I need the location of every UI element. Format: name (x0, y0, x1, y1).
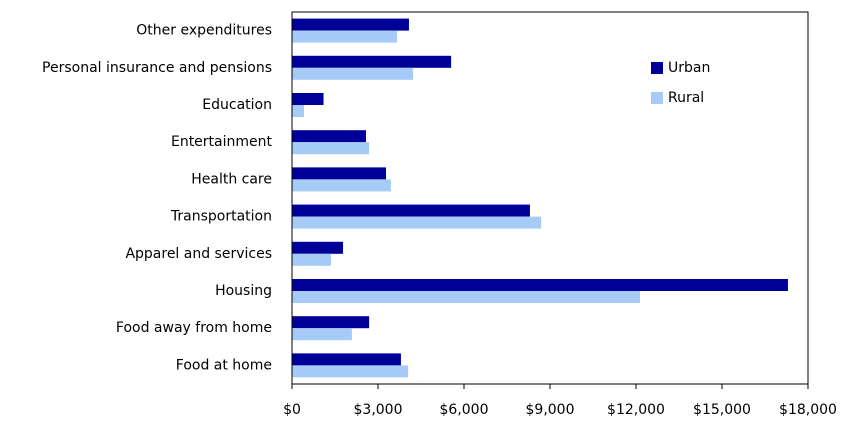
x-tick-label: $12,000 (607, 402, 665, 418)
x-tick-label: $9,000 (526, 402, 575, 418)
x-tick-label: $3,000 (354, 402, 403, 418)
y-tick-label: Other expenditures (136, 23, 272, 39)
bar (292, 204, 530, 217)
bar (292, 30, 397, 43)
bar (292, 142, 370, 155)
y-tick-label: Education (202, 97, 272, 113)
bar (292, 67, 413, 80)
bar (292, 167, 387, 180)
bar (292, 316, 370, 329)
y-tick-label: Apparel and services (125, 246, 272, 262)
bar (292, 179, 391, 192)
y-tick-label: Health care (191, 171, 272, 187)
bar (292, 279, 788, 291)
bar (292, 328, 352, 341)
bar (292, 55, 452, 68)
bar (292, 353, 401, 366)
y-tick-label: Personal insurance and pensions (42, 60, 272, 76)
bar (292, 105, 305, 117)
bar (292, 130, 366, 143)
x-tick-label: $15,000 (693, 402, 751, 418)
legend-label: Urban (668, 60, 710, 76)
y-tick-label: Food at home (176, 357, 272, 373)
x-tick-label: $6,000 (440, 402, 489, 418)
y-tick-label: Transportation (170, 209, 272, 225)
bar (292, 93, 324, 105)
bar (292, 241, 344, 254)
y-tick-label: Entertainment (171, 134, 273, 150)
x-tick-label: $18,000 (779, 402, 837, 418)
bar (292, 18, 409, 31)
bar (292, 291, 641, 303)
bar (292, 365, 409, 378)
bar (292, 216, 542, 229)
bar (292, 253, 331, 266)
y-tick-label: Food away from home (116, 320, 272, 336)
x-tick-label: $0 (283, 402, 301, 418)
legend-swatch (651, 62, 663, 74)
legend-swatch (651, 92, 663, 104)
y-tick-label: Housing (215, 283, 272, 299)
legend-label: Rural (668, 90, 704, 106)
